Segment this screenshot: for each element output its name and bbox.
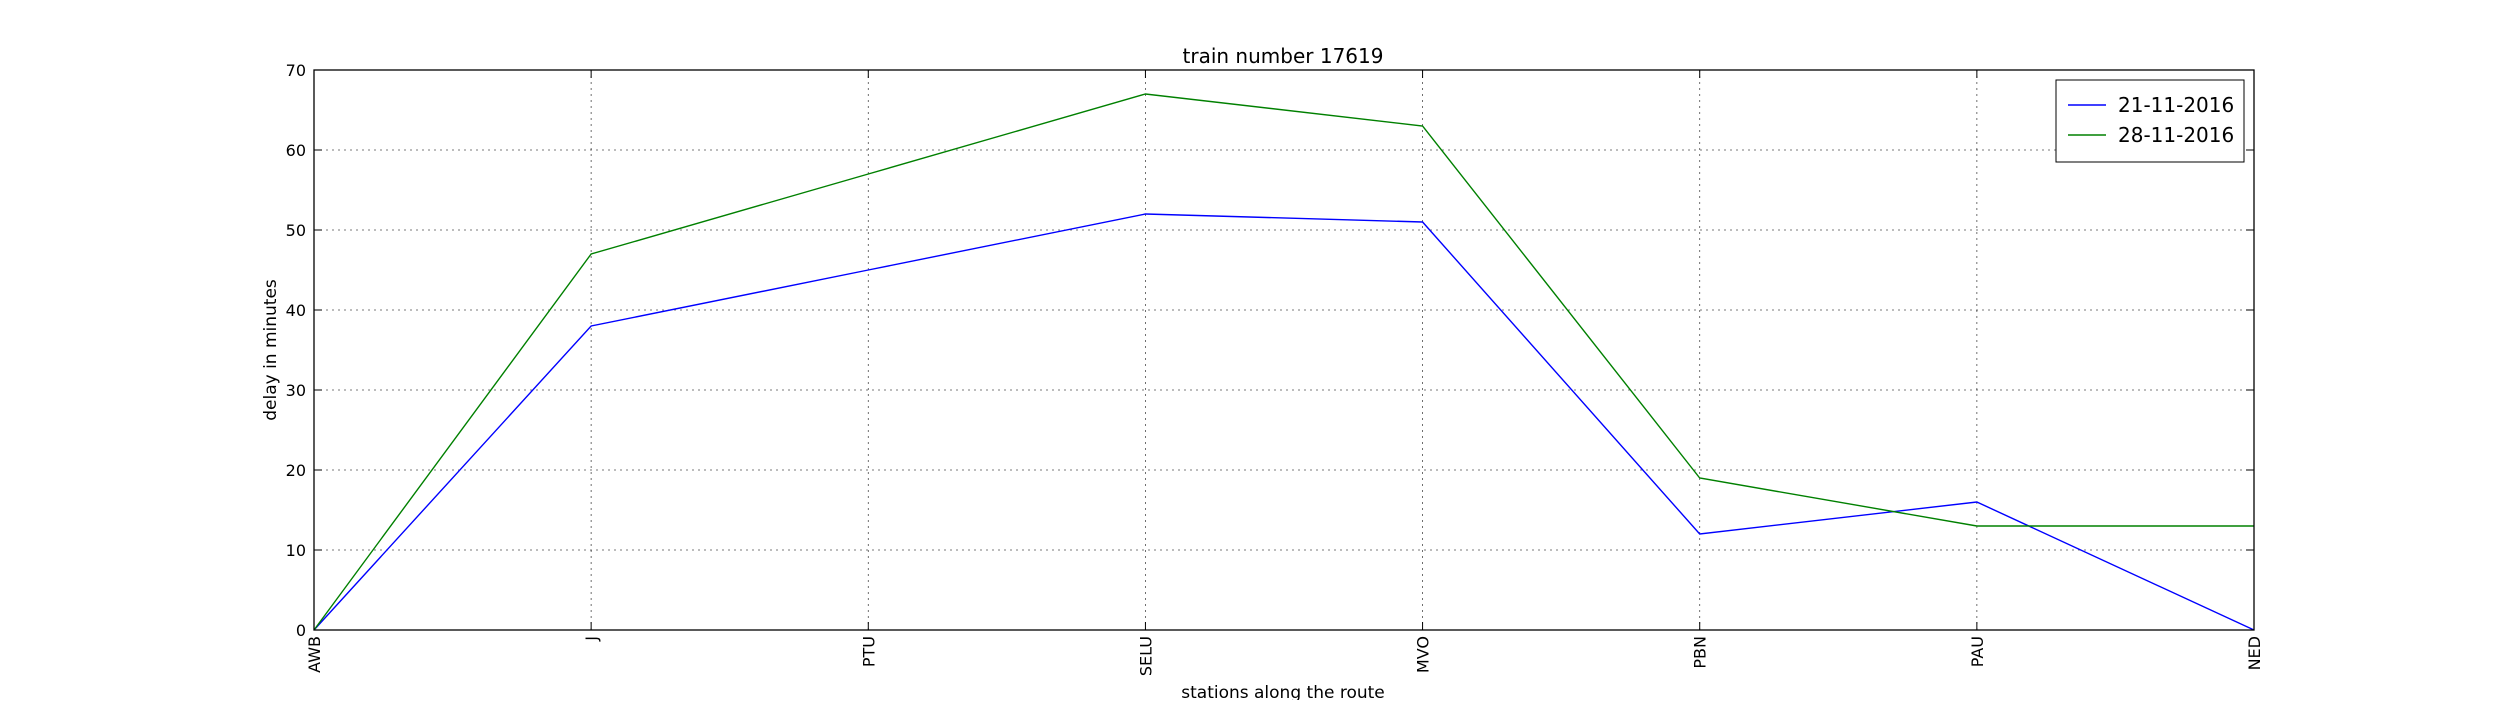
x-tick-label: NED (2245, 636, 2264, 670)
x-axis-title: stations along the route (1181, 683, 1385, 700)
legend-label: 28-11-2016 (2118, 123, 2234, 147)
x-tick-label: J (582, 636, 601, 642)
y-tick-label: 30 (286, 381, 306, 400)
legend: 21-11-2016 28-11-2016 (2055, 79, 2245, 163)
x-tick-label: AWB (305, 636, 324, 673)
axis-ticks: 0 10 20 30 40 50 60 70 AWB J PTU SELU MVO PBN PAU NED (286, 61, 2264, 676)
legend-box (2055, 79, 2245, 163)
y-tick-label: 60 (286, 141, 306, 160)
x-tick-label: PBN (1691, 636, 1710, 669)
plot-frame (313, 69, 2255, 631)
grid-lines (314, 70, 2254, 630)
series-line-1 (313, 213, 2255, 631)
chart-title: train number 17619 (1183, 44, 1384, 68)
x-tick-label: PAU (1968, 636, 1987, 667)
y-tick-label: 0 (296, 621, 306, 640)
y-tick-label: 20 (286, 461, 306, 480)
series-lines (313, 93, 2255, 631)
y-tick-label: 10 (286, 541, 306, 560)
x-tick-label: MVO (1414, 636, 1433, 673)
y-tick-label: 50 (286, 221, 306, 240)
y-axis-title: delay in minutes (261, 279, 281, 421)
x-tick-label: SELU (1136, 636, 1155, 676)
series-line-2 (313, 93, 2254, 631)
y-tick-label: 40 (286, 301, 306, 320)
y-tick-label: 70 (286, 61, 306, 80)
legend-label: 21-11-2016 (2118, 93, 2234, 117)
x-tick-label: PTU (859, 636, 878, 667)
